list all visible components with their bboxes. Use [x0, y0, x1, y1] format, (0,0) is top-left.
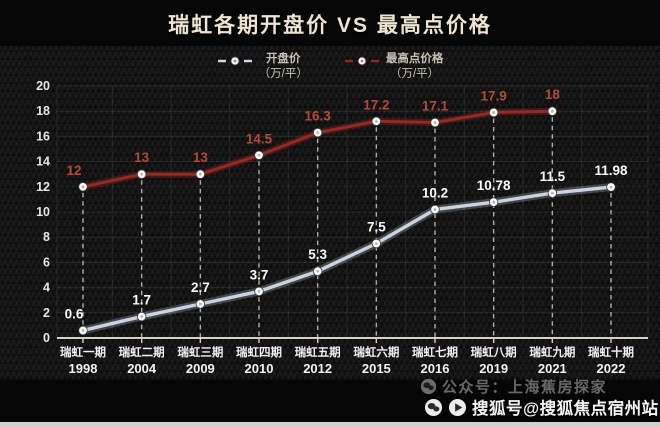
peak-value-label: 13: [193, 150, 209, 165]
x-tick-label-phase: 瑞虹五期: [295, 345, 341, 359]
peak-value-label: 16.3: [305, 109, 332, 124]
x-tick-label-phase: 瑞虹八期: [471, 345, 517, 359]
open-value-label: 0.6: [65, 306, 84, 321]
marker-center-dot: [492, 200, 495, 204]
y-tick-label: 4: [43, 281, 50, 295]
sohu-watermark: 搜狐号@搜狐焦点宿州站: [424, 395, 659, 419]
marker-center-dot: [199, 172, 202, 176]
open-value-label: 3.7: [250, 267, 269, 282]
x-tick-label-phase: 瑞虹六期: [353, 345, 399, 359]
x-tick-label-year: 2015: [362, 361, 391, 376]
x-tick-label-year: 2022: [597, 361, 626, 376]
marker-center-dot: [140, 172, 143, 176]
open-value-label: 7.5: [367, 220, 386, 235]
x-tick-label-phase: 瑞虹三期: [177, 345, 223, 359]
marker-center-dot: [609, 185, 613, 189]
x-tick-label-year: 2004: [127, 361, 157, 376]
open-line-symbol-icon: [217, 56, 252, 66]
peak-line-symbol-icon: [344, 56, 379, 66]
x-tick-label-year: 2021: [538, 361, 567, 376]
open-value-label: 2.7: [191, 280, 210, 295]
x-tick-label-year: 2016: [421, 361, 450, 376]
video-channel-icon: [448, 398, 467, 416]
x-tick-label-phase: 瑞虹四期: [236, 345, 282, 359]
chart-title: 瑞虹各期开盘价 VS 最高点价格: [168, 14, 492, 37]
legend-peak-unit: （万/平）: [389, 67, 440, 80]
open-price-line: [81, 185, 613, 333]
x-tick-label-year: 2010: [245, 361, 274, 376]
peak-value-label: 18: [545, 87, 561, 102]
y-tick-label: 2: [43, 306, 50, 320]
x-tick-label-phase: 瑞虹七期: [412, 345, 458, 359]
chart-legend: 开盘价 （万/平） 最高点价格 （万/平）: [0, 52, 660, 82]
open-value-label: 10.78: [477, 178, 511, 193]
x-tick-label-phase: 瑞虹九期: [529, 345, 575, 359]
faded-watermark: 公众号：上海蕉房探家: [420, 376, 607, 397]
x-tick-label-phase: 瑞虹十期: [588, 345, 634, 359]
marker-center-dot: [140, 315, 143, 318]
y-tick-label: 8: [43, 230, 50, 244]
open-value-label: 1.7: [132, 293, 151, 308]
peak-value-label: 17.2: [363, 97, 389, 112]
marker-center-dot: [257, 290, 261, 293]
marker-center-dot: [433, 121, 437, 124]
x-tick-label-year: 2009: [186, 361, 215, 376]
sohu-watermark-text: 搜狐号@搜狐焦点宿州站: [472, 400, 659, 418]
open-value-label: 10.2: [422, 185, 448, 200]
marker-center-dot: [375, 242, 378, 245]
y-tick-label: 14: [36, 155, 50, 169]
wechat-icon: [424, 398, 443, 416]
marker-center-dot: [551, 109, 554, 113]
marker-center-dot: [316, 131, 319, 134]
peak-value-label: 17.1: [422, 99, 449, 114]
marker-center-dot: [81, 185, 85, 189]
marker-center-dot: [81, 329, 85, 332]
open-value-label: 11.5: [540, 169, 566, 184]
legend-label-open: 开盘价 （万/平）: [259, 52, 308, 82]
y-tick-label: 12: [36, 180, 50, 194]
x-tick-label-year: 2019: [479, 361, 508, 376]
legend-item-peak: 最高点价格 （万/平）: [344, 52, 444, 82]
peak-value-label: 13: [134, 150, 150, 165]
marker-center-dot: [492, 111, 495, 114]
marker-center-dot: [433, 208, 437, 211]
y-tick-label: 16: [36, 129, 50, 143]
y-tick-label: 6: [43, 255, 50, 269]
x-tick-label-phase: 瑞虹一期: [60, 345, 106, 359]
peak-value-label: 14.5: [246, 131, 273, 146]
legend-peak-name: 最高点价格: [385, 53, 444, 65]
open-value-label: 5.3: [308, 247, 327, 262]
peak-value-label: 12: [66, 163, 81, 178]
x-tick-label-year: 2012: [303, 361, 332, 376]
x-tick-label-phase: 瑞虹二期: [119, 345, 165, 359]
wechat-icon: [420, 378, 437, 395]
faded-watermark-text: 公众号：上海蕉房探家: [442, 379, 608, 396]
y-tick-label: 0: [43, 331, 50, 345]
y-tick-label: 10: [36, 205, 50, 219]
y-tick-label: 18: [36, 104, 50, 118]
x-tick-label-year: 1998: [69, 361, 98, 376]
peak-value-label: 17.9: [481, 88, 507, 103]
legend-open-name: 开盘价: [265, 53, 301, 65]
marker-center-dot: [316, 269, 319, 273]
legend-open-unit: （万/平）: [258, 67, 308, 80]
legend-item-open: 开盘价 （万/平）: [217, 52, 308, 82]
y-tick-label: 20: [36, 79, 50, 93]
marker-center-dot: [375, 119, 378, 123]
marker-center-dot: [257, 154, 261, 157]
marker-center-dot: [199, 302, 202, 306]
marker-center-dot: [551, 191, 554, 195]
legend-label-peak: 最高点价格 （万/平）: [386, 52, 444, 82]
open-value-label: 11.98: [594, 163, 628, 178]
bottom-edge-strip: [0, 422, 660, 427]
